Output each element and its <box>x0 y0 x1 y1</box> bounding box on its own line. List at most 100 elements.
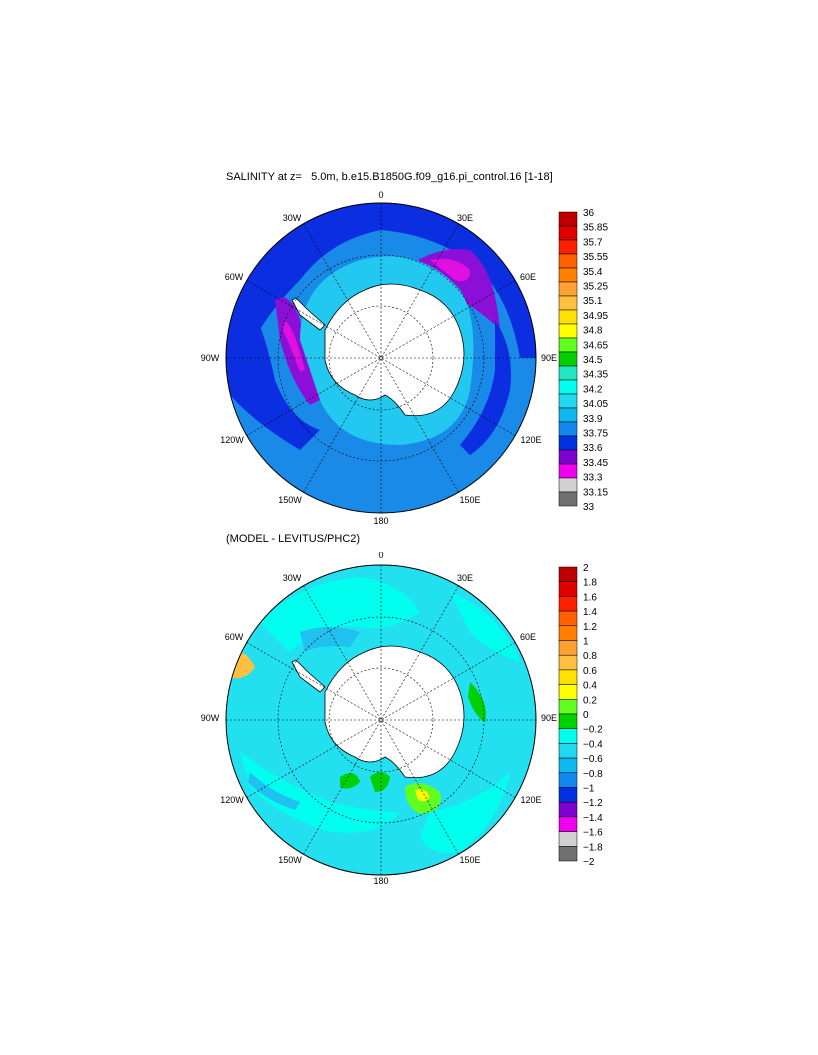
colorbar-label: 1.2 <box>583 622 597 633</box>
colorbar-label: −0.4 <box>583 739 603 750</box>
colorbar-swatch <box>558 654 578 671</box>
panel-1-svg: 0 30E 60E 90E 120E 150E 180 150W 120W 90… <box>201 190 609 526</box>
colorbar-label: 0.6 <box>583 666 597 677</box>
colorbar-swatch <box>558 787 578 803</box>
panel-2-svg: 0 30E 60E 90E 120E 150E 180 150W 120W 90… <box>201 552 603 886</box>
colorbar-label: 34.35 <box>583 370 608 381</box>
colorbar-swatch <box>558 757 578 774</box>
colorbar-1: 36 35.85 35.7 35.55 35.4 35.25 35.1 34.95 34.8 34… <box>558 208 608 513</box>
lon-label: 120E <box>520 795 541 805</box>
diff-band-positive <box>340 773 360 789</box>
map-border <box>225 202 537 514</box>
colorbar-label: 34.65 <box>583 340 608 351</box>
panel-2-difference-map: 0 30E 60E 90E 120E 150E 180 150W 120W 90… <box>0 552 818 912</box>
diff-band <box>248 772 300 810</box>
graticule-lat <box>328 667 434 773</box>
diff-band <box>300 627 360 652</box>
colorbar-swatch <box>558 407 578 423</box>
panel-2-title: (MODEL - LEVITUS/PHC2) <box>226 533 361 545</box>
lon-label: 90W <box>201 713 220 723</box>
colorbar-label: −0.2 <box>583 725 603 736</box>
lon-label: 180 <box>373 516 388 526</box>
salinity-band-low <box>460 320 511 455</box>
colorbar-label: 35.1 <box>583 296 603 307</box>
colorbar-swatch <box>558 281 578 297</box>
lon-label: 90E <box>541 353 557 363</box>
colorbar-label: 35.85 <box>583 223 608 234</box>
colorbar-swatch <box>558 449 578 465</box>
lon-label: 60W <box>225 632 244 642</box>
salinity-band-low <box>226 290 320 450</box>
lon-label: 30W <box>283 573 302 583</box>
lon-label: 60E <box>520 632 536 642</box>
colorbar-label: 33.9 <box>583 414 603 425</box>
colorbar-label: 34.05 <box>583 399 608 410</box>
colorbar-swatch <box>558 239 578 255</box>
map-border <box>225 564 537 876</box>
colorbar-label: 34.95 <box>583 311 608 322</box>
lon-label: 60W <box>225 272 244 282</box>
colorbar-label: 1.6 <box>583 592 597 603</box>
colorbar-swatch <box>558 463 578 479</box>
colorbar-label: 34.5 <box>583 355 603 366</box>
colorbar-label: 33.6 <box>583 443 603 454</box>
lon-label: 150W <box>278 855 302 865</box>
colorbar-2: 2 1.8 1.6 1.4 1.2 1 0.8 0.6 0.4 0.2 0 −0.2 −0.4 −0.6 −… <box>558 563 603 868</box>
colorbar-label: 33.3 <box>583 473 603 484</box>
salinity-band-low <box>381 203 536 358</box>
colorbar-swatch <box>558 477 578 493</box>
panel-1-salinity-map: 0 30E 60E 90E 120E 150E 180 150W 120W 90… <box>0 190 818 550</box>
lon-label: 90E <box>541 713 557 723</box>
lon-label: 180 <box>373 876 388 886</box>
colorbar-swatch <box>558 640 578 656</box>
colorbar-swatch <box>558 351 578 367</box>
colorbar-swatch <box>558 596 578 612</box>
colorbar-label: 34.2 <box>583 384 603 395</box>
colorbar-label: 1 <box>583 637 589 648</box>
colorbar-label: 1.4 <box>583 607 597 618</box>
lon-label: 0 <box>378 190 383 200</box>
colorbar-label: −0.8 <box>583 769 603 780</box>
colorbar-label: −1.4 <box>583 813 603 824</box>
colorbar-label: 36 <box>583 208 595 219</box>
colorbar-label: −1.8 <box>583 842 603 853</box>
colorbar-label: −1 <box>583 784 595 795</box>
colorbar-swatch <box>558 699 578 715</box>
colorbar-swatch <box>558 253 578 269</box>
colorbar-swatch <box>558 728 578 744</box>
colorbar-swatch <box>558 365 578 381</box>
colorbar-swatch <box>558 684 578 700</box>
colorbar-label: −2 <box>583 857 595 868</box>
colorbar-label: 0 <box>583 710 589 721</box>
diff-band-positive <box>468 682 486 722</box>
lon-label: 150E <box>459 495 480 505</box>
lon-label: 150E <box>459 855 480 865</box>
diff-band-positive <box>370 772 390 792</box>
salinity-band-vlow <box>283 320 305 372</box>
colorbar-swatch <box>558 669 578 685</box>
colorbar-swatch <box>558 379 578 395</box>
colorbar-label: 33.45 <box>583 458 608 469</box>
colorbar-label: 1.8 <box>583 578 597 589</box>
diff-band <box>420 772 510 853</box>
colorbar-label: 33.75 <box>583 429 608 440</box>
colorbar-swatch <box>558 846 578 862</box>
colorbar-swatch <box>558 581 578 597</box>
lon-label: 120W <box>220 435 244 445</box>
colorbar-swatch <box>558 625 578 641</box>
colorbar-swatch <box>558 421 578 437</box>
colorbar-swatch <box>558 491 578 507</box>
lon-label: 90W <box>201 353 220 363</box>
panel-1-title: SALINITY at z= 5.0m, b.e15.B1850G.f09_g1… <box>226 171 553 183</box>
salinity-band-low <box>226 203 381 358</box>
colorbar-swatch <box>558 801 578 818</box>
colorbar-label: 0.4 <box>583 681 597 692</box>
lon-label: 30E <box>457 573 473 583</box>
diff-band <box>240 752 400 833</box>
antarctic-peninsula <box>291 297 326 331</box>
lon-label: 60E <box>520 272 536 282</box>
colorbar-swatch <box>558 323 578 339</box>
colorbar-label: 35.55 <box>583 252 608 263</box>
salinity-band-mid <box>381 358 536 513</box>
lon-label: 120W <box>220 795 244 805</box>
